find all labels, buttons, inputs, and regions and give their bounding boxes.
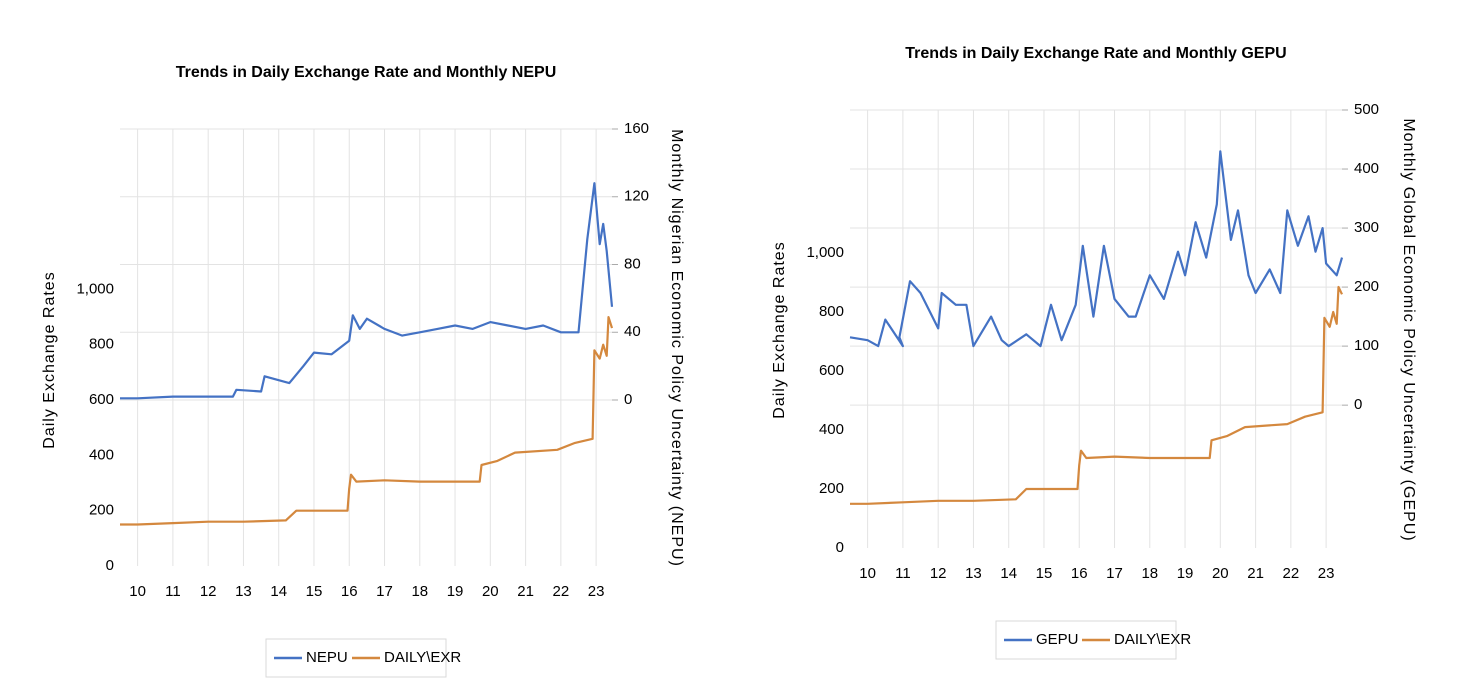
x-tick-label: 23 <box>1318 565 1335 582</box>
x-tick-label: 22 <box>1283 565 1300 582</box>
legend-label: DAILY\EXR <box>1114 631 1191 648</box>
y-tick-label: 0 <box>836 539 844 556</box>
x-tick-label: 23 <box>588 583 605 600</box>
x-tick-label: 18 <box>1141 565 1158 582</box>
y2-tick-label: 0 <box>1354 396 1362 413</box>
x-tick-label: 21 <box>1247 565 1264 582</box>
x-tick-label: 15 <box>1036 565 1053 582</box>
x-tick-label: 20 <box>482 583 499 600</box>
x-tick-label: 17 <box>376 583 393 600</box>
x-tick-label: 10 <box>859 565 876 582</box>
x-tick-label: 22 <box>553 583 570 600</box>
x-tick-label: 19 <box>1177 565 1194 582</box>
legend-label: NEPU <box>306 649 348 666</box>
x-tick-label: 14 <box>270 583 287 600</box>
x-tick-label: 16 <box>341 583 358 600</box>
x-tick-label: 21 <box>517 583 534 600</box>
legend-label: DAILY\EXR <box>384 649 461 666</box>
y2-tick-label: 160 <box>624 120 649 137</box>
x-tick-label: 12 <box>930 565 947 582</box>
x-tick-label: 10 <box>129 583 146 600</box>
y2-tick-label: 200 <box>1354 278 1379 295</box>
y-axis-title: Daily Exchange Rates <box>41 271 58 448</box>
legend-label: GEPU <box>1036 631 1079 648</box>
x-tick-label: 13 <box>235 583 252 600</box>
y-tick-label: 800 <box>819 303 844 320</box>
x-tick-label: 20 <box>1212 565 1229 582</box>
y2-tick-label: 300 <box>1354 219 1379 236</box>
y-tick-label: 800 <box>89 336 114 353</box>
y2-axis-title: Monthly Global Economic Policy Uncertain… <box>1400 118 1417 541</box>
y2-tick-label: 400 <box>1354 160 1379 177</box>
x-tick-label: 13 <box>965 565 982 582</box>
y-tick-label: 200 <box>89 502 114 519</box>
y2-tick-label: 120 <box>624 188 649 205</box>
y-tick-label: 400 <box>89 446 114 463</box>
series-line <box>120 316 614 526</box>
y-axis-title: Daily Exchange Rates <box>771 241 788 418</box>
y-tick-label: 600 <box>89 391 114 408</box>
x-tick-label: 19 <box>447 583 464 600</box>
y2-tick-label: 40 <box>624 323 641 340</box>
y-tick-label: 400 <box>819 421 844 438</box>
series-line <box>850 285 1343 505</box>
series-line <box>849 150 1344 348</box>
x-tick-label: 18 <box>411 583 428 600</box>
x-tick-label: 14 <box>1000 565 1017 582</box>
x-tick-label: 15 <box>306 583 323 600</box>
y-tick-label: 600 <box>819 362 844 379</box>
series-line <box>120 182 614 400</box>
y-tick-label: 0 <box>106 557 114 574</box>
y-tick-label: 200 <box>819 480 844 497</box>
chart-title: Trends in Daily Exchange Rate and Monthl… <box>176 64 557 81</box>
y2-tick-label: 80 <box>624 255 641 272</box>
y2-tick-label: 100 <box>1354 337 1379 354</box>
chart-title: Trends in Daily Exchange Rate and Monthl… <box>905 45 1286 62</box>
x-tick-label: 16 <box>1071 565 1088 582</box>
x-tick-label: 17 <box>1106 565 1123 582</box>
x-tick-label: 11 <box>895 565 911 582</box>
y2-tick-label: 500 <box>1354 101 1379 118</box>
x-tick-label: 12 <box>200 583 217 600</box>
y2-axis-title: Monthly Nigerian Economic Policy Uncerta… <box>668 129 685 567</box>
y-tick-label: 1,000 <box>76 280 114 297</box>
y-tick-label: 1,000 <box>806 244 844 261</box>
x-tick-label: 11 <box>165 583 181 600</box>
y2-tick-label: 0 <box>624 391 632 408</box>
